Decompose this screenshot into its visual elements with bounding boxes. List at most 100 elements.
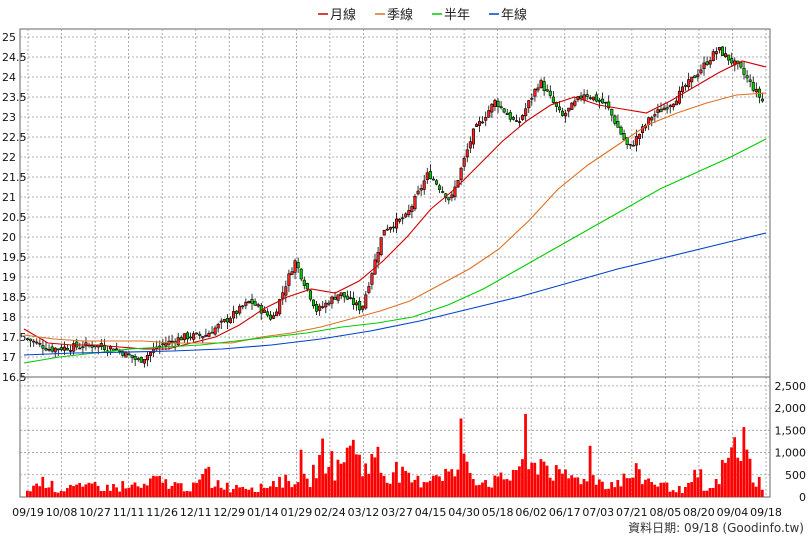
candle-body <box>487 110 491 118</box>
legend-label: 季線 <box>387 7 413 23</box>
candle-body <box>456 180 460 188</box>
volume-bar <box>213 486 217 497</box>
price-tick-label: 20.5 <box>2 211 27 224</box>
candle-body <box>471 128 475 145</box>
volume-bar <box>391 472 395 497</box>
volume-bar <box>745 449 749 497</box>
volume-bar <box>607 488 610 497</box>
candle-body <box>330 296 334 304</box>
volume-bar <box>259 483 263 497</box>
candle-body <box>250 298 254 304</box>
volume-bar <box>72 486 75 497</box>
x-tick-label: 09/18 <box>750 506 782 519</box>
candle-body <box>130 354 134 358</box>
candle-body <box>659 109 663 113</box>
candle-body <box>567 107 571 112</box>
candle-body <box>671 103 675 108</box>
candle-body <box>422 180 426 190</box>
volume-tick-label: 1,000 <box>775 447 807 460</box>
candle-body <box>311 299 316 307</box>
candle-body <box>631 144 635 147</box>
volume-bar <box>499 472 503 497</box>
volume-bar <box>96 485 100 497</box>
volume-bar <box>438 476 441 497</box>
candle-body <box>579 95 583 99</box>
candle-body <box>142 359 146 364</box>
candle-body <box>601 98 605 104</box>
candle-body <box>536 87 540 91</box>
candle-body <box>235 310 239 314</box>
volume-bar <box>118 491 122 497</box>
candle-body <box>438 185 442 190</box>
x-tick-label: 11/26 <box>146 506 178 519</box>
candle-body <box>72 343 76 352</box>
volume-bar <box>474 485 478 497</box>
volume-bar <box>348 445 352 497</box>
volume-bar <box>59 490 63 497</box>
x-tick-label: 02/24 <box>314 506 346 519</box>
candle-body <box>431 178 435 181</box>
x-axis: 09/19 10/08 10/27 11/11 11/26 12/11 12/29 01/14… <box>12 506 782 519</box>
candle-body <box>594 94 598 102</box>
candle-body <box>720 46 725 56</box>
volume-bar <box>345 447 349 497</box>
volume-bar <box>610 482 614 497</box>
volume-bar <box>361 476 364 497</box>
candle-body <box>751 81 755 91</box>
volume-bar <box>419 487 423 497</box>
candle-body <box>275 311 279 317</box>
candle-body <box>687 79 691 88</box>
volume-bar <box>29 491 32 497</box>
candle-body <box>133 356 137 360</box>
candle-body <box>210 331 214 334</box>
volume-bar <box>459 418 463 497</box>
candle-body <box>656 109 660 113</box>
volume-bar <box>124 488 128 497</box>
volume-bar <box>275 486 278 497</box>
volume-bar <box>311 464 315 497</box>
price-tick-label: 22 <box>2 151 16 164</box>
candle-body <box>222 319 226 322</box>
volume-bar <box>641 484 644 497</box>
volume-bar <box>398 482 401 497</box>
candle-body <box>714 51 718 55</box>
candle-body <box>702 62 706 70</box>
volume-bar <box>250 487 254 497</box>
volume-bar <box>281 487 284 497</box>
volume-bar <box>539 459 543 497</box>
volume-bar <box>502 479 506 497</box>
volume-bar <box>708 487 712 497</box>
candle-body <box>355 302 359 306</box>
price-tick-label: 19.5 <box>2 251 27 264</box>
candle-body <box>161 343 165 345</box>
volume-bar <box>714 478 718 497</box>
candle-body <box>610 108 614 116</box>
volume-bar <box>591 475 595 497</box>
volume-bar <box>145 485 149 497</box>
candle-body <box>693 75 697 79</box>
volume-bar <box>699 469 703 497</box>
candle-body <box>391 226 396 229</box>
volume-bar <box>742 427 746 497</box>
x-tick-label: 09/04 <box>717 506 749 519</box>
volume-bar <box>179 483 183 497</box>
volume-bar <box>647 478 650 497</box>
volume-bar <box>376 446 380 497</box>
volume-bar <box>594 484 598 497</box>
candle-body <box>478 121 482 126</box>
candle-body <box>176 337 180 346</box>
volume-bar <box>75 484 78 497</box>
volume-bar <box>176 483 180 497</box>
volume-bar <box>625 478 629 497</box>
volume-bar <box>696 477 700 497</box>
volume-bar <box>551 480 555 497</box>
candle-body <box>727 54 731 61</box>
volume-bar <box>561 473 564 497</box>
volume-bar <box>130 484 134 497</box>
candle-body <box>711 51 715 62</box>
volume-bar <box>195 483 198 497</box>
volume-bar <box>407 472 411 497</box>
volume-bar <box>717 484 721 497</box>
candle-body <box>81 346 85 349</box>
